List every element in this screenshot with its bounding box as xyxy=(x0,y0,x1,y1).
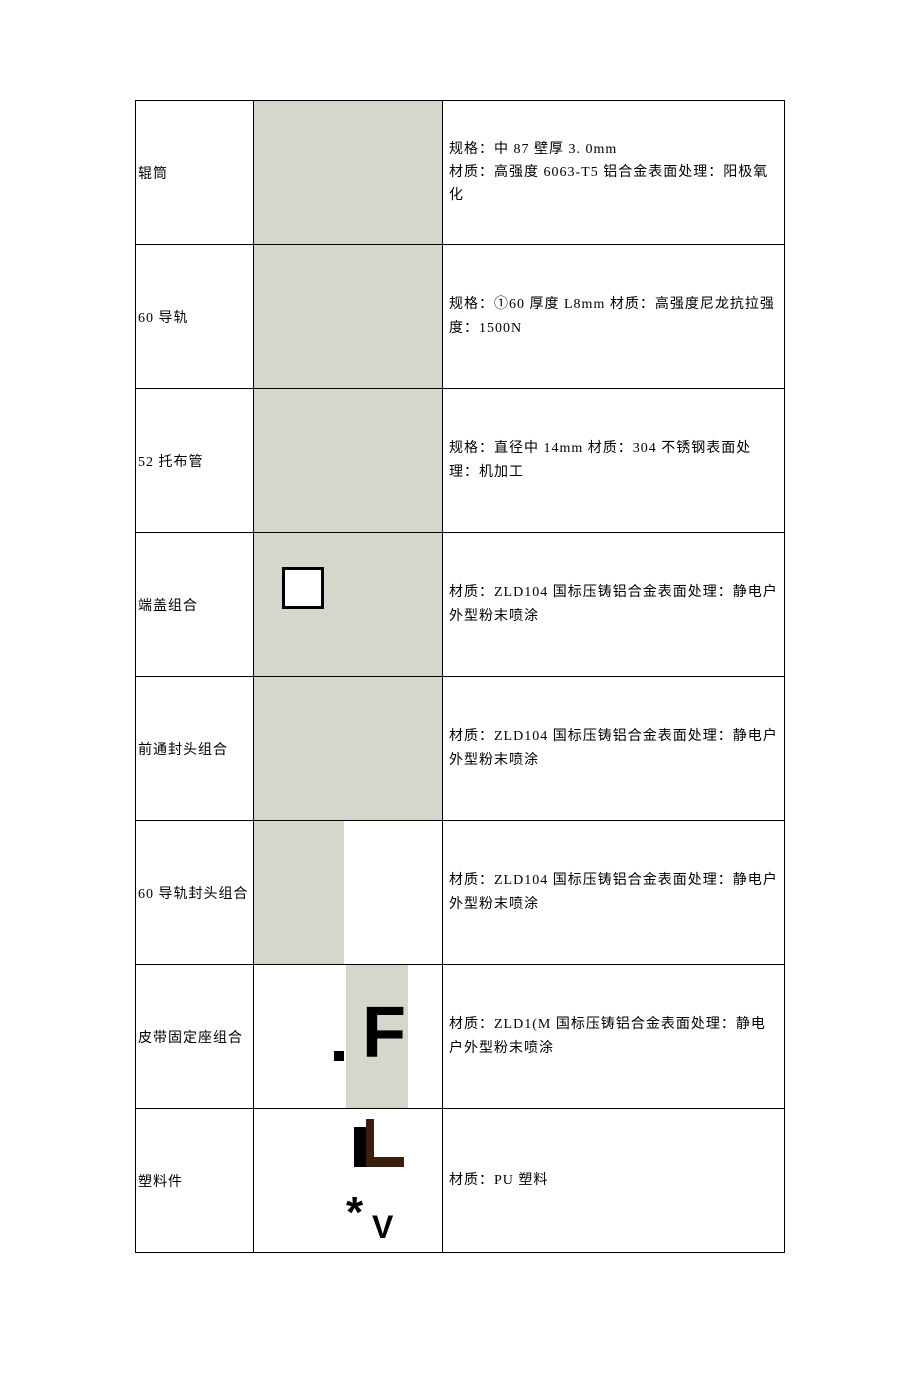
bar-shape xyxy=(354,1127,366,1167)
table-row: 塑料件 * V 材质：PU 塑料 xyxy=(136,1109,785,1253)
cell-image xyxy=(254,389,443,533)
document-page: 辊筒 规格：中 87 壁厚 3. 0mm 材质：高强度 6063-T5 铝合金表… xyxy=(0,0,920,1373)
table-row: 皮带固定座组合 F 材质：ZLD1(M 国标压铸铝合金表面处理：静电户外型粉末喷… xyxy=(136,965,785,1109)
desc-line: 材质：高强度 6063-T5 铝合金表面处理：阳极氧化 xyxy=(449,165,768,203)
cell-name: 前通封头组合 xyxy=(136,677,254,821)
cell-name: 52 托布管 xyxy=(136,389,254,533)
star-shape: * xyxy=(346,1191,363,1235)
desc-line: 规格：中 87 壁厚 3. 0mm xyxy=(449,142,617,157)
desc-line: 材质：ZLD1(M 国标压铸铝合金表面处理：静电户外型粉末喷涂 xyxy=(449,1017,766,1055)
cell-desc: 材质：ZLD104 国标压铸铝合金表面处理：静电户外型粉末喷涂 xyxy=(443,821,785,965)
image-letter-f: F xyxy=(254,965,442,1108)
cell-name: 60 导轨封头组合 xyxy=(136,821,254,965)
letter-f-shape: F xyxy=(362,997,406,1069)
image-half-grey xyxy=(254,821,442,964)
table-row: 辊筒 规格：中 87 壁厚 3. 0mm 材质：高强度 6063-T5 铝合金表… xyxy=(136,101,785,245)
image-shapes: * V xyxy=(254,1109,442,1252)
desc-line: 规格：直径中 14mm 材质：304 不锈钢表面处理：机加工 xyxy=(449,441,751,479)
table-row: 60 导轨 规格：①60 厚度 L8mm 材质：高强度尼龙抗拉强度：1500N xyxy=(136,245,785,389)
desc-line: 材质：ZLD104 国标压铸铝合金表面处理：静电户外型粉末喷涂 xyxy=(449,873,778,911)
cell-image xyxy=(254,245,443,389)
bar-shape xyxy=(366,1157,404,1167)
cell-name: 皮带固定座组合 xyxy=(136,965,254,1109)
cell-name: 辊筒 xyxy=(136,101,254,245)
square-icon xyxy=(282,567,324,609)
cell-name: 60 导轨 xyxy=(136,245,254,389)
cell-desc: 材质：ZLD104 国标压铸铝合金表面处理：静电户外型粉末喷涂 xyxy=(443,677,785,821)
desc-line: 规格：①60 厚度 L8mm 材质：高强度尼龙抗拉强度：1500N xyxy=(449,297,775,335)
cell-desc: 规格：①60 厚度 L8mm 材质：高强度尼龙抗拉强度：1500N xyxy=(443,245,785,389)
table-row: 52 托布管 规格：直径中 14mm 材质：304 不锈钢表面处理：机加工 xyxy=(136,389,785,533)
cell-desc: 规格：中 87 壁厚 3. 0mm 材质：高强度 6063-T5 铝合金表面处理… xyxy=(443,101,785,245)
dot-shape xyxy=(334,1051,344,1061)
cell-image: * V xyxy=(254,1109,443,1253)
cell-desc: 材质：PU 塑料 xyxy=(443,1109,785,1253)
table-row: 前通封头组合 材质：ZLD104 国标压铸铝合金表面处理：静电户外型粉末喷涂 xyxy=(136,677,785,821)
desc-line: 材质：ZLD104 国标压铸铝合金表面处理：静电户外型粉末喷涂 xyxy=(449,729,778,767)
cell-image xyxy=(254,101,443,245)
v-shape: V xyxy=(372,1211,393,1243)
cell-name: 塑料件 xyxy=(136,1109,254,1253)
cell-desc: 材质：ZLD104 国标压铸铝合金表面处理：静电户外型粉末喷涂 xyxy=(443,533,785,677)
cell-name: 端盖组合 xyxy=(136,533,254,677)
cell-image xyxy=(254,821,443,965)
cell-image xyxy=(254,677,443,821)
desc-line: 材质：PU 塑料 xyxy=(449,1173,548,1188)
cell-desc: 材质：ZLD1(M 国标压铸铝合金表面处理：静电户外型粉末喷涂 xyxy=(443,965,785,1109)
desc-line: 材质：ZLD104 国标压铸铝合金表面处理：静电户外型粉末喷涂 xyxy=(449,585,778,623)
cell-image xyxy=(254,533,443,677)
cell-desc: 规格：直径中 14mm 材质：304 不锈钢表面处理：机加工 xyxy=(443,389,785,533)
table-row: 60 导轨封头组合 材质：ZLD104 国标压铸铝合金表面处理：静电户外型粉末喷… xyxy=(136,821,785,965)
spec-table: 辊筒 规格：中 87 壁厚 3. 0mm 材质：高强度 6063-T5 铝合金表… xyxy=(135,100,785,1253)
cell-image: F xyxy=(254,965,443,1109)
white-strip xyxy=(344,821,442,964)
table-row: 端盖组合 材质：ZLD104 国标压铸铝合金表面处理：静电户外型粉末喷涂 xyxy=(136,533,785,677)
